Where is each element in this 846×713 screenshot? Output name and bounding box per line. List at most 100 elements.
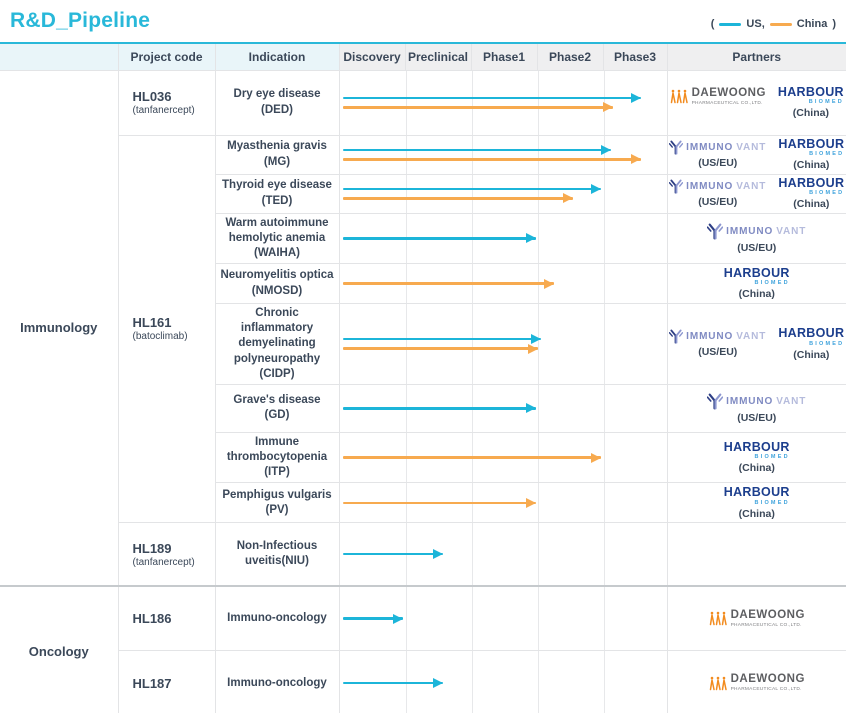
project-cell-hl161: HL161 (batoclimab)	[117, 134, 216, 524]
arrow-group	[340, 214, 667, 264]
arrow-group	[340, 385, 667, 432]
immunovant-name-a: IMMUNO	[686, 331, 734, 343]
project-cell-hl189: HL189 (tanfanercept)	[117, 522, 216, 587]
arrow-group	[340, 523, 667, 585]
immunovant-region: (US/EU)	[737, 241, 777, 254]
table-row: HL161 (batoclimab) Myasthenia gravis (MG…	[0, 134, 846, 524]
progress-arrow-us	[342, 407, 536, 410]
harbour-name: HARBOUR	[778, 326, 845, 341]
header-partners: Partners	[666, 42, 846, 71]
arrow-group	[340, 483, 667, 522]
harbour-name: HARBOUR	[778, 175, 845, 190]
phase-track	[338, 134, 668, 175]
table-row: Oncology HL186 Immuno-oncology	[0, 584, 846, 713]
project-code: HL161	[132, 315, 172, 331]
indication-cidp: Chronic inflammatory demyelinating polyn…	[214, 303, 340, 385]
harbour-name: HARBOUR	[723, 265, 790, 280]
arrow-group	[340, 433, 667, 483]
pipeline-table: Project code Indication Discovery Precli…	[0, 42, 846, 713]
project-cell-hl186: HL186	[117, 584, 216, 652]
header-project-code: Project code	[117, 42, 216, 71]
indication-pv: Pemphigus vulgaris (PV)	[214, 482, 340, 524]
harbour-region: (China)	[738, 507, 775, 520]
partners-cell: IMMUNO VANT (US/EU)	[666, 383, 846, 433]
arrow-group	[340, 651, 667, 713]
partners-cell: DAEWOONG PHARMACEUTICAL CO.,LTD.	[666, 650, 846, 713]
legend: ( US, China )	[711, 18, 836, 33]
immunovant-name-b: VANT	[736, 181, 767, 192]
immunovant-name-a: IMMUNO	[686, 181, 734, 192]
table-row: HL189 (tanfanercept) Non-Infectious uvei…	[0, 522, 846, 587]
topbar: R&D_Pipeline ( US, China )	[0, 0, 846, 42]
harbour-subtitle: BIOMED	[754, 280, 790, 287]
page-title: R&D_Pipeline	[10, 9, 151, 32]
partner-daewoong: DAEWOONG PHARMACEUTICAL CO.,LTD.	[709, 609, 805, 628]
arrow-group	[340, 175, 667, 213]
header-row: Project code Indication Discovery Precli…	[0, 42, 846, 71]
partner-daewoong: DAEWOONG PHARMACEUTICAL CO.,LTD.	[709, 674, 805, 692]
indication-niu: Non-Infectious uveitis(NIU)	[214, 522, 340, 587]
partners-cell: IMMUNO VANT (US/EU) HARBOUR BIOMED (China…	[666, 303, 846, 385]
table-row: HL187 Immuno-oncology	[0, 650, 846, 713]
immunovant-name-a: IMMUNO	[726, 225, 774, 237]
immunovant-antibody-icon	[707, 223, 724, 240]
partner-harbour: HARBOUR BIOMED (China)	[724, 486, 790, 520]
table-row: Immune thrombocytopenia (ITP) HARBOUR BI…	[0, 431, 846, 484]
partners-cell: IMMUNO VANT (US/EU)	[666, 212, 846, 265]
harbour-region: (China)	[793, 198, 830, 211]
progress-arrow-china	[342, 282, 554, 285]
header-phase-2: Phase2	[536, 42, 604, 71]
partner-immunovant: IMMUNO VANT (US/EU)	[669, 179, 766, 208]
partners-cell: IMMUNO VANT (US/EU) HARBOUR BIOMED (China…	[666, 134, 846, 175]
progress-arrow-china	[342, 106, 613, 109]
table-row: Warm autoimmune hemolytic anemia (WAIHA)	[0, 212, 846, 265]
immunovant-name-b: VANT	[736, 331, 767, 343]
daewoong-subtitle: PHARMACEUTICAL CO.,LTD.	[691, 100, 763, 106]
partner-harbour: HARBOUR BIOMED (China)	[778, 86, 844, 120]
table-row: Immunology HL036 (tanfanercept) Dry eye …	[0, 69, 846, 587]
harbour-name: HARBOUR	[723, 439, 790, 454]
harbour-region: (China)	[738, 288, 775, 301]
project-code: HL186	[132, 611, 172, 627]
project-code: HL036	[132, 89, 172, 104]
phase-track	[338, 263, 668, 305]
phase-track	[338, 173, 668, 214]
indication-ded: Dry eye disease (DED)	[214, 69, 340, 136]
harbour-region: (China)	[792, 107, 829, 120]
partners-cell-empty	[666, 522, 846, 587]
indication-gd: Grave's disease (GD)	[214, 383, 340, 433]
project-cell-hl187: HL187	[117, 650, 216, 713]
header-phase-preclinical: Preclinical	[404, 42, 472, 71]
harbour-subtitle: BIOMED	[808, 99, 844, 106]
harbour-name: HARBOUR	[777, 84, 844, 99]
partners-cell: HARBOUR BIOMED (China)	[666, 482, 846, 524]
partner-immunovant: IMMUNO VANT (US/EU)	[669, 140, 766, 169]
progress-arrow-china	[342, 158, 641, 161]
harbour-region: (China)	[738, 462, 775, 475]
table-row: Chronic inflammatory demyelinating polyn…	[0, 303, 846, 385]
header-group	[0, 42, 119, 71]
progress-arrow-us	[342, 337, 541, 341]
immunovant-antibody-icon	[707, 393, 724, 410]
immunovant-name-a: IMMUNO	[686, 142, 734, 153]
indication-itp: Immune thrombocytopenia (ITP)	[214, 431, 340, 484]
table-row: Pemphigus vulgaris (PV) HARBOUR BIOMED (…	[0, 482, 846, 524]
group-label-oncology: Oncology	[0, 584, 119, 713]
immunovant-name-b: VANT	[776, 225, 807, 237]
daewoong-logo-icon	[709, 611, 727, 626]
legend-china-line-swatch	[769, 22, 792, 26]
immunovant-name-b: VANT	[776, 395, 807, 407]
immunovant-antibody-icon	[669, 329, 684, 344]
project-subname: (batoclimab)	[132, 331, 188, 343]
phase-track	[338, 212, 668, 265]
immunovant-region: (US/EU)	[698, 196, 738, 208]
legend-open-paren: (	[710, 18, 715, 30]
project-code: HL189	[132, 540, 172, 556]
progress-arrow-us	[342, 237, 536, 240]
harbour-region: (China)	[793, 348, 830, 361]
partner-harbour: HARBOUR BIOMED (China)	[724, 441, 790, 475]
legend-china-label: China	[796, 18, 828, 30]
daewoong-logo-icon	[709, 676, 727, 690]
progress-arrow-china	[342, 347, 538, 350]
progress-arrow-china	[342, 456, 601, 459]
